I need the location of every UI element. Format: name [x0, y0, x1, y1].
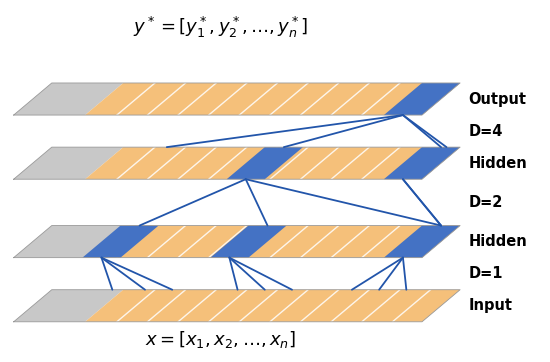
Polygon shape: [300, 147, 340, 179]
Polygon shape: [146, 226, 186, 258]
Polygon shape: [384, 226, 460, 258]
Polygon shape: [116, 83, 156, 115]
Polygon shape: [177, 226, 217, 258]
Polygon shape: [238, 290, 278, 322]
Polygon shape: [207, 147, 248, 179]
Polygon shape: [207, 83, 248, 115]
Text: Hidden: Hidden: [468, 156, 527, 171]
Polygon shape: [330, 147, 370, 179]
Polygon shape: [238, 83, 278, 115]
Polygon shape: [238, 147, 278, 179]
Polygon shape: [14, 147, 123, 179]
Polygon shape: [116, 290, 156, 322]
Polygon shape: [269, 147, 309, 179]
Polygon shape: [300, 290, 340, 322]
Polygon shape: [384, 83, 460, 115]
Polygon shape: [361, 290, 401, 322]
Polygon shape: [177, 147, 217, 179]
Polygon shape: [269, 226, 309, 258]
Polygon shape: [116, 226, 156, 258]
Polygon shape: [384, 147, 460, 179]
Polygon shape: [82, 226, 158, 258]
Polygon shape: [146, 290, 186, 322]
Polygon shape: [207, 226, 248, 258]
Polygon shape: [85, 83, 460, 115]
Polygon shape: [238, 226, 278, 258]
Polygon shape: [116, 147, 156, 179]
Polygon shape: [269, 83, 309, 115]
Polygon shape: [361, 147, 401, 179]
Text: D=4: D=4: [468, 123, 503, 139]
Polygon shape: [330, 83, 370, 115]
Polygon shape: [269, 290, 309, 322]
Polygon shape: [330, 226, 370, 258]
Polygon shape: [207, 290, 248, 322]
Polygon shape: [85, 290, 460, 322]
Polygon shape: [14, 290, 123, 322]
Polygon shape: [361, 226, 401, 258]
Text: $y^* = [y_1^*,y_2^*,\ldots,y_n^*]$: $y^* = [y_1^*,y_2^*,\ldots,y_n^*]$: [133, 15, 309, 40]
Polygon shape: [14, 83, 123, 115]
Text: $x=[x_1,x_2,\ldots,x_n]$: $x=[x_1,x_2,\ldots,x_n]$: [145, 329, 296, 350]
Polygon shape: [392, 226, 432, 258]
Polygon shape: [177, 290, 217, 322]
Polygon shape: [300, 83, 340, 115]
Text: Hidden: Hidden: [468, 234, 527, 249]
Polygon shape: [210, 226, 287, 258]
Polygon shape: [392, 290, 432, 322]
Polygon shape: [300, 226, 340, 258]
Polygon shape: [392, 83, 432, 115]
Polygon shape: [85, 226, 460, 258]
Polygon shape: [146, 83, 186, 115]
Polygon shape: [227, 147, 303, 179]
Text: Input: Input: [468, 298, 512, 313]
Polygon shape: [146, 147, 186, 179]
Polygon shape: [177, 83, 217, 115]
Text: Output: Output: [468, 92, 526, 106]
Text: D=1: D=1: [468, 266, 503, 281]
Polygon shape: [330, 290, 370, 322]
Polygon shape: [392, 147, 432, 179]
Text: D=2: D=2: [468, 195, 503, 210]
Polygon shape: [14, 226, 123, 258]
Polygon shape: [85, 147, 460, 179]
Polygon shape: [361, 83, 401, 115]
